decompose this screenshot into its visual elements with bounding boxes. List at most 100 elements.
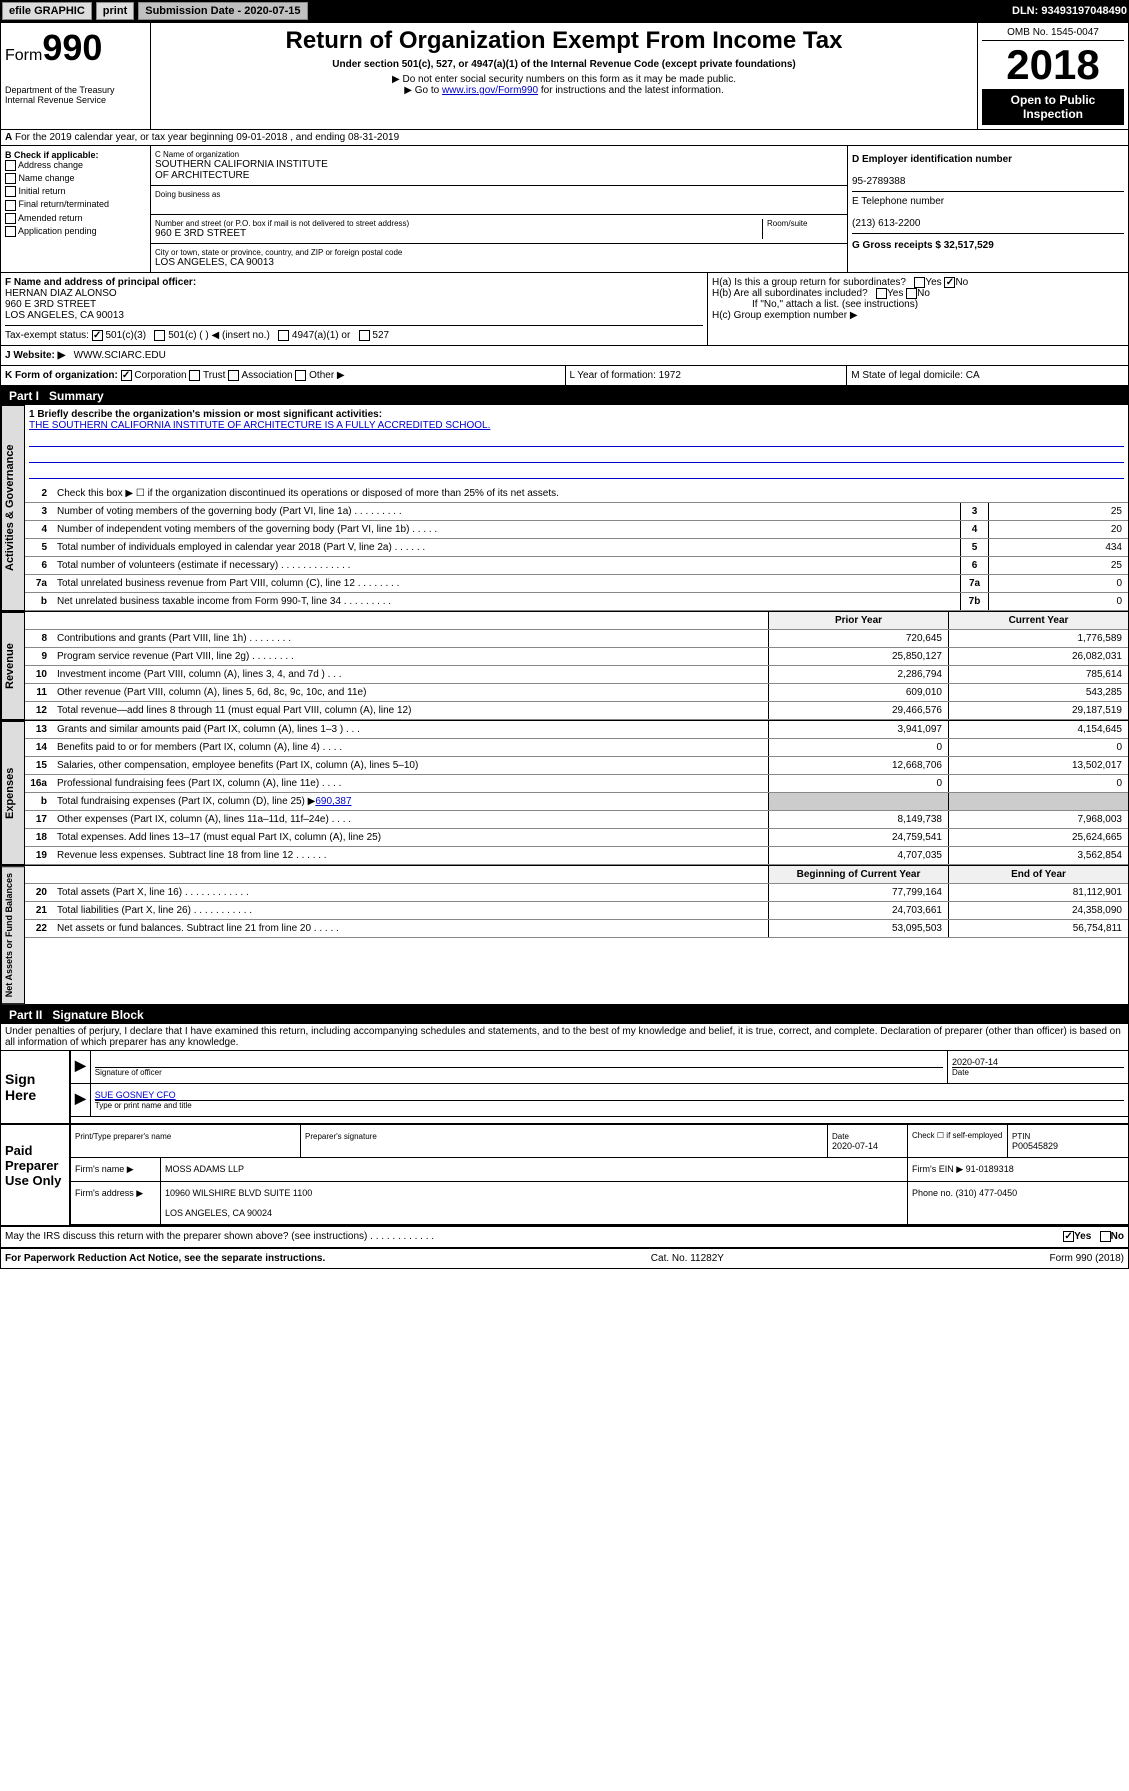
box-h: H(a) Is this a group return for subordin… (708, 273, 1128, 345)
form-title: Return of Organization Exempt From Incom… (159, 27, 969, 55)
form-number: Form990 (5, 27, 146, 69)
tax-exempt-status: Tax-exempt status: 501(c)(3) 501(c) ( ) … (5, 325, 703, 341)
discuss-no[interactable] (1100, 1231, 1111, 1242)
year-formation: L Year of formation: 1972 (565, 366, 847, 385)
l17-prior: 8,149,738 (768, 811, 948, 828)
tax-year: 2018 (982, 41, 1124, 89)
part-1-header: Part ISummary (1, 387, 1128, 405)
l19-curr: 3,562,854 (948, 847, 1128, 864)
website-row: J Website: ▶ WWW.SCIARC.EDU (1, 346, 1128, 366)
arrow-icon: ▶ (71, 1051, 91, 1083)
l9-prior: 25,850,127 (768, 648, 948, 665)
l22-beg: 53,095,503 (768, 920, 948, 937)
ptin: P00545829 (1012, 1141, 1058, 1151)
l21-end: 24,358,090 (948, 902, 1128, 919)
dept-treasury: Department of the Treasury (5, 85, 146, 95)
form990-link[interactable]: www.irs.gov/Form990 (442, 85, 538, 96)
line-4-val: 20 (988, 521, 1128, 538)
subtitle-3: ▶ Go to www.irs.gov/Form990 for instruct… (159, 85, 969, 96)
l21-beg: 24,703,661 (768, 902, 948, 919)
l15-prior: 12,668,706 (768, 757, 948, 774)
l18-prior: 24,759,541 (768, 829, 948, 846)
box-f: F Name and address of principal officer:… (5, 277, 703, 321)
l19-prior: 4,707,035 (768, 847, 948, 864)
firm-addr-2: LOS ANGELES, CA 90024 (165, 1208, 272, 1218)
submission-date: Submission Date - 2020-07-15 (138, 2, 307, 20)
open-public: Open to Public Inspection (982, 89, 1124, 125)
l10-prior: 2,286,794 (768, 666, 948, 683)
efile-button[interactable]: efile GRAPHIC (2, 2, 92, 20)
l16a-prior: 0 (768, 775, 948, 792)
form-footer: Form 990 (2018) (1050, 1253, 1124, 1264)
l16a-curr: 0 (948, 775, 1128, 792)
l16b-val: 690,387 (315, 796, 351, 807)
sign-here: Sign Here (1, 1051, 71, 1123)
l14-prior: 0 (768, 739, 948, 756)
l20-beg: 77,799,164 (768, 884, 948, 901)
org-name-1: SOUTHERN CALIFORNIA INSTITUTE (155, 159, 843, 170)
prep-date: 2020-07-14 (832, 1141, 878, 1151)
website-url: WWW.SCIARC.EDU (74, 350, 166, 361)
phone: (213) 613-2200 (852, 218, 920, 229)
subtitle-1: Under section 501(c), 527, or 4947(a)(1)… (159, 59, 969, 70)
net-assets-tab: Net Assets or Fund Balances (1, 866, 25, 1004)
l11-curr: 543,285 (948, 684, 1128, 701)
subtitle-2: ▶ Do not enter social security numbers o… (159, 74, 969, 85)
street-address: 960 E 3RD STREET (155, 228, 762, 239)
activities-governance-tab: Activities & Governance (1, 405, 25, 611)
discuss-yes[interactable] (1063, 1231, 1074, 1242)
declaration: Under penalties of perjury, I declare th… (1, 1024, 1128, 1051)
l13-prior: 3,941,097 (768, 721, 948, 738)
line-5-val: 434 (988, 539, 1128, 556)
state-domicile: M State of legal domicile: CA (846, 366, 1128, 385)
l9-curr: 26,082,031 (948, 648, 1128, 665)
l15-curr: 13,502,017 (948, 757, 1128, 774)
box-b: B Check if applicable: Address change Na… (1, 146, 151, 272)
arrow-icon: ▶ (71, 1084, 91, 1116)
omb-number: OMB No. 1545-0047 (982, 27, 1124, 41)
expenses-tab: Expenses (1, 721, 25, 865)
l20-end: 81,112,901 (948, 884, 1128, 901)
l17-curr: 7,968,003 (948, 811, 1128, 828)
firm-phone: (310) 477-0450 (956, 1188, 1018, 1198)
dln: DLN: 93493197048490 (1012, 5, 1127, 17)
l18-curr: 25,624,665 (948, 829, 1128, 846)
l12-curr: 29,187,519 (948, 702, 1128, 719)
l8-prior: 720,645 (768, 630, 948, 647)
l12-prior: 29,466,576 (768, 702, 948, 719)
org-name-2: OF ARCHITECTURE (155, 170, 843, 181)
form-of-org: K Form of organization: Corporation Trus… (1, 366, 565, 385)
officer-name: SUE GOSNEY CFO (95, 1090, 176, 1100)
firm-name: MOSS ADAMS LLP (161, 1158, 908, 1181)
form-990: Form990 Department of the Treasury Inter… (0, 22, 1129, 1269)
box-d: D Employer identification number 95-2789… (848, 146, 1128, 272)
line-6-val: 25 (988, 557, 1128, 574)
l14-curr: 0 (948, 739, 1128, 756)
sig-date-1: 2020-07-14 (952, 1057, 998, 1067)
l10-curr: 785,614 (948, 666, 1128, 683)
line-3-val: 25 (988, 503, 1128, 520)
city-state-zip: LOS ANGELES, CA 90013 (155, 257, 843, 268)
l22-end: 56,754,811 (948, 920, 1128, 937)
mission-text: THE SOUTHERN CALIFORNIA INSTITUTE OF ARC… (29, 420, 490, 431)
box-c: C Name of organization SOUTHERN CALIFORN… (151, 146, 848, 272)
line-7a-val: 0 (988, 575, 1128, 592)
gross-receipts: G Gross receipts $ 32,517,529 (852, 240, 994, 251)
discuss-row: May the IRS discuss this return with the… (1, 1227, 1128, 1248)
firm-addr-1: 10960 WILSHIRE BLVD SUITE 1100 (165, 1188, 312, 1198)
revenue-tab: Revenue (1, 612, 25, 720)
footer: For Paperwork Reduction Act Notice, see … (1, 1249, 1128, 1268)
line-7b-val: 0 (988, 593, 1128, 610)
l8-curr: 1,776,589 (948, 630, 1128, 647)
print-button[interactable]: print (96, 2, 134, 20)
firm-ein: 91-0189318 (966, 1164, 1014, 1174)
line-a: A For the 2019 calendar year, or tax yea… (1, 130, 1128, 146)
l13-curr: 4,154,645 (948, 721, 1128, 738)
part-2-header: Part IISignature Block (1, 1006, 1128, 1024)
l11-prior: 609,010 (768, 684, 948, 701)
ein: 95-2789388 (852, 176, 905, 187)
top-bar: efile GRAPHIC print Submission Date - 20… (0, 0, 1129, 22)
paid-preparer: Paid Preparer Use Only (1, 1125, 71, 1225)
irs-label: Internal Revenue Service (5, 95, 146, 105)
501c3-checkbox[interactable] (92, 330, 103, 341)
